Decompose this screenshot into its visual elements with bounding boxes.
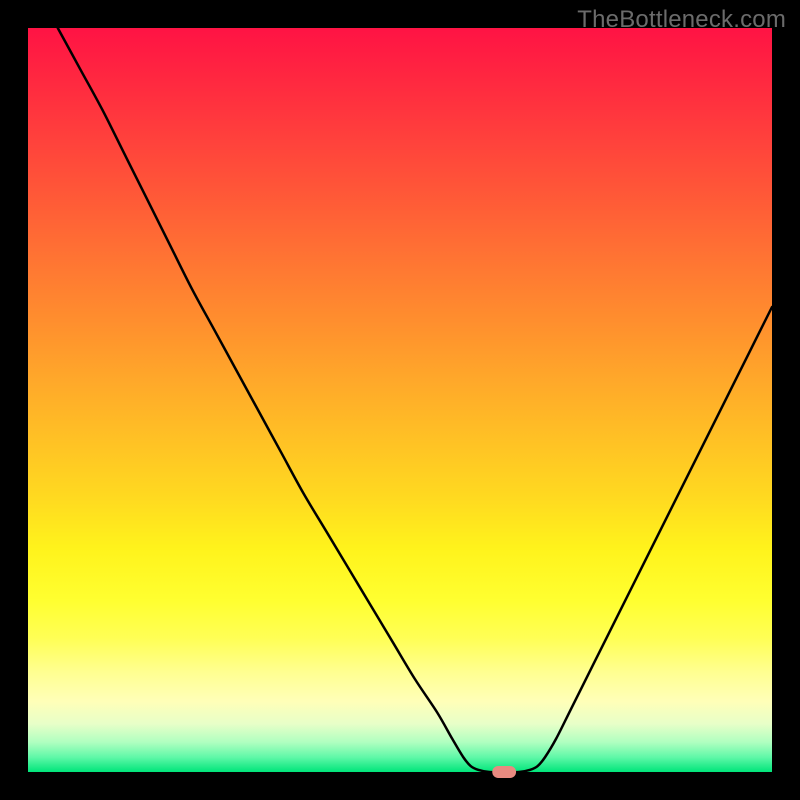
bottleneck-chart [0, 0, 800, 800]
chart-container: TheBottleneck.com [0, 0, 800, 800]
valley-marker [492, 766, 516, 778]
chart-plot-background [28, 28, 772, 772]
watermark-text: TheBottleneck.com [577, 6, 786, 34]
